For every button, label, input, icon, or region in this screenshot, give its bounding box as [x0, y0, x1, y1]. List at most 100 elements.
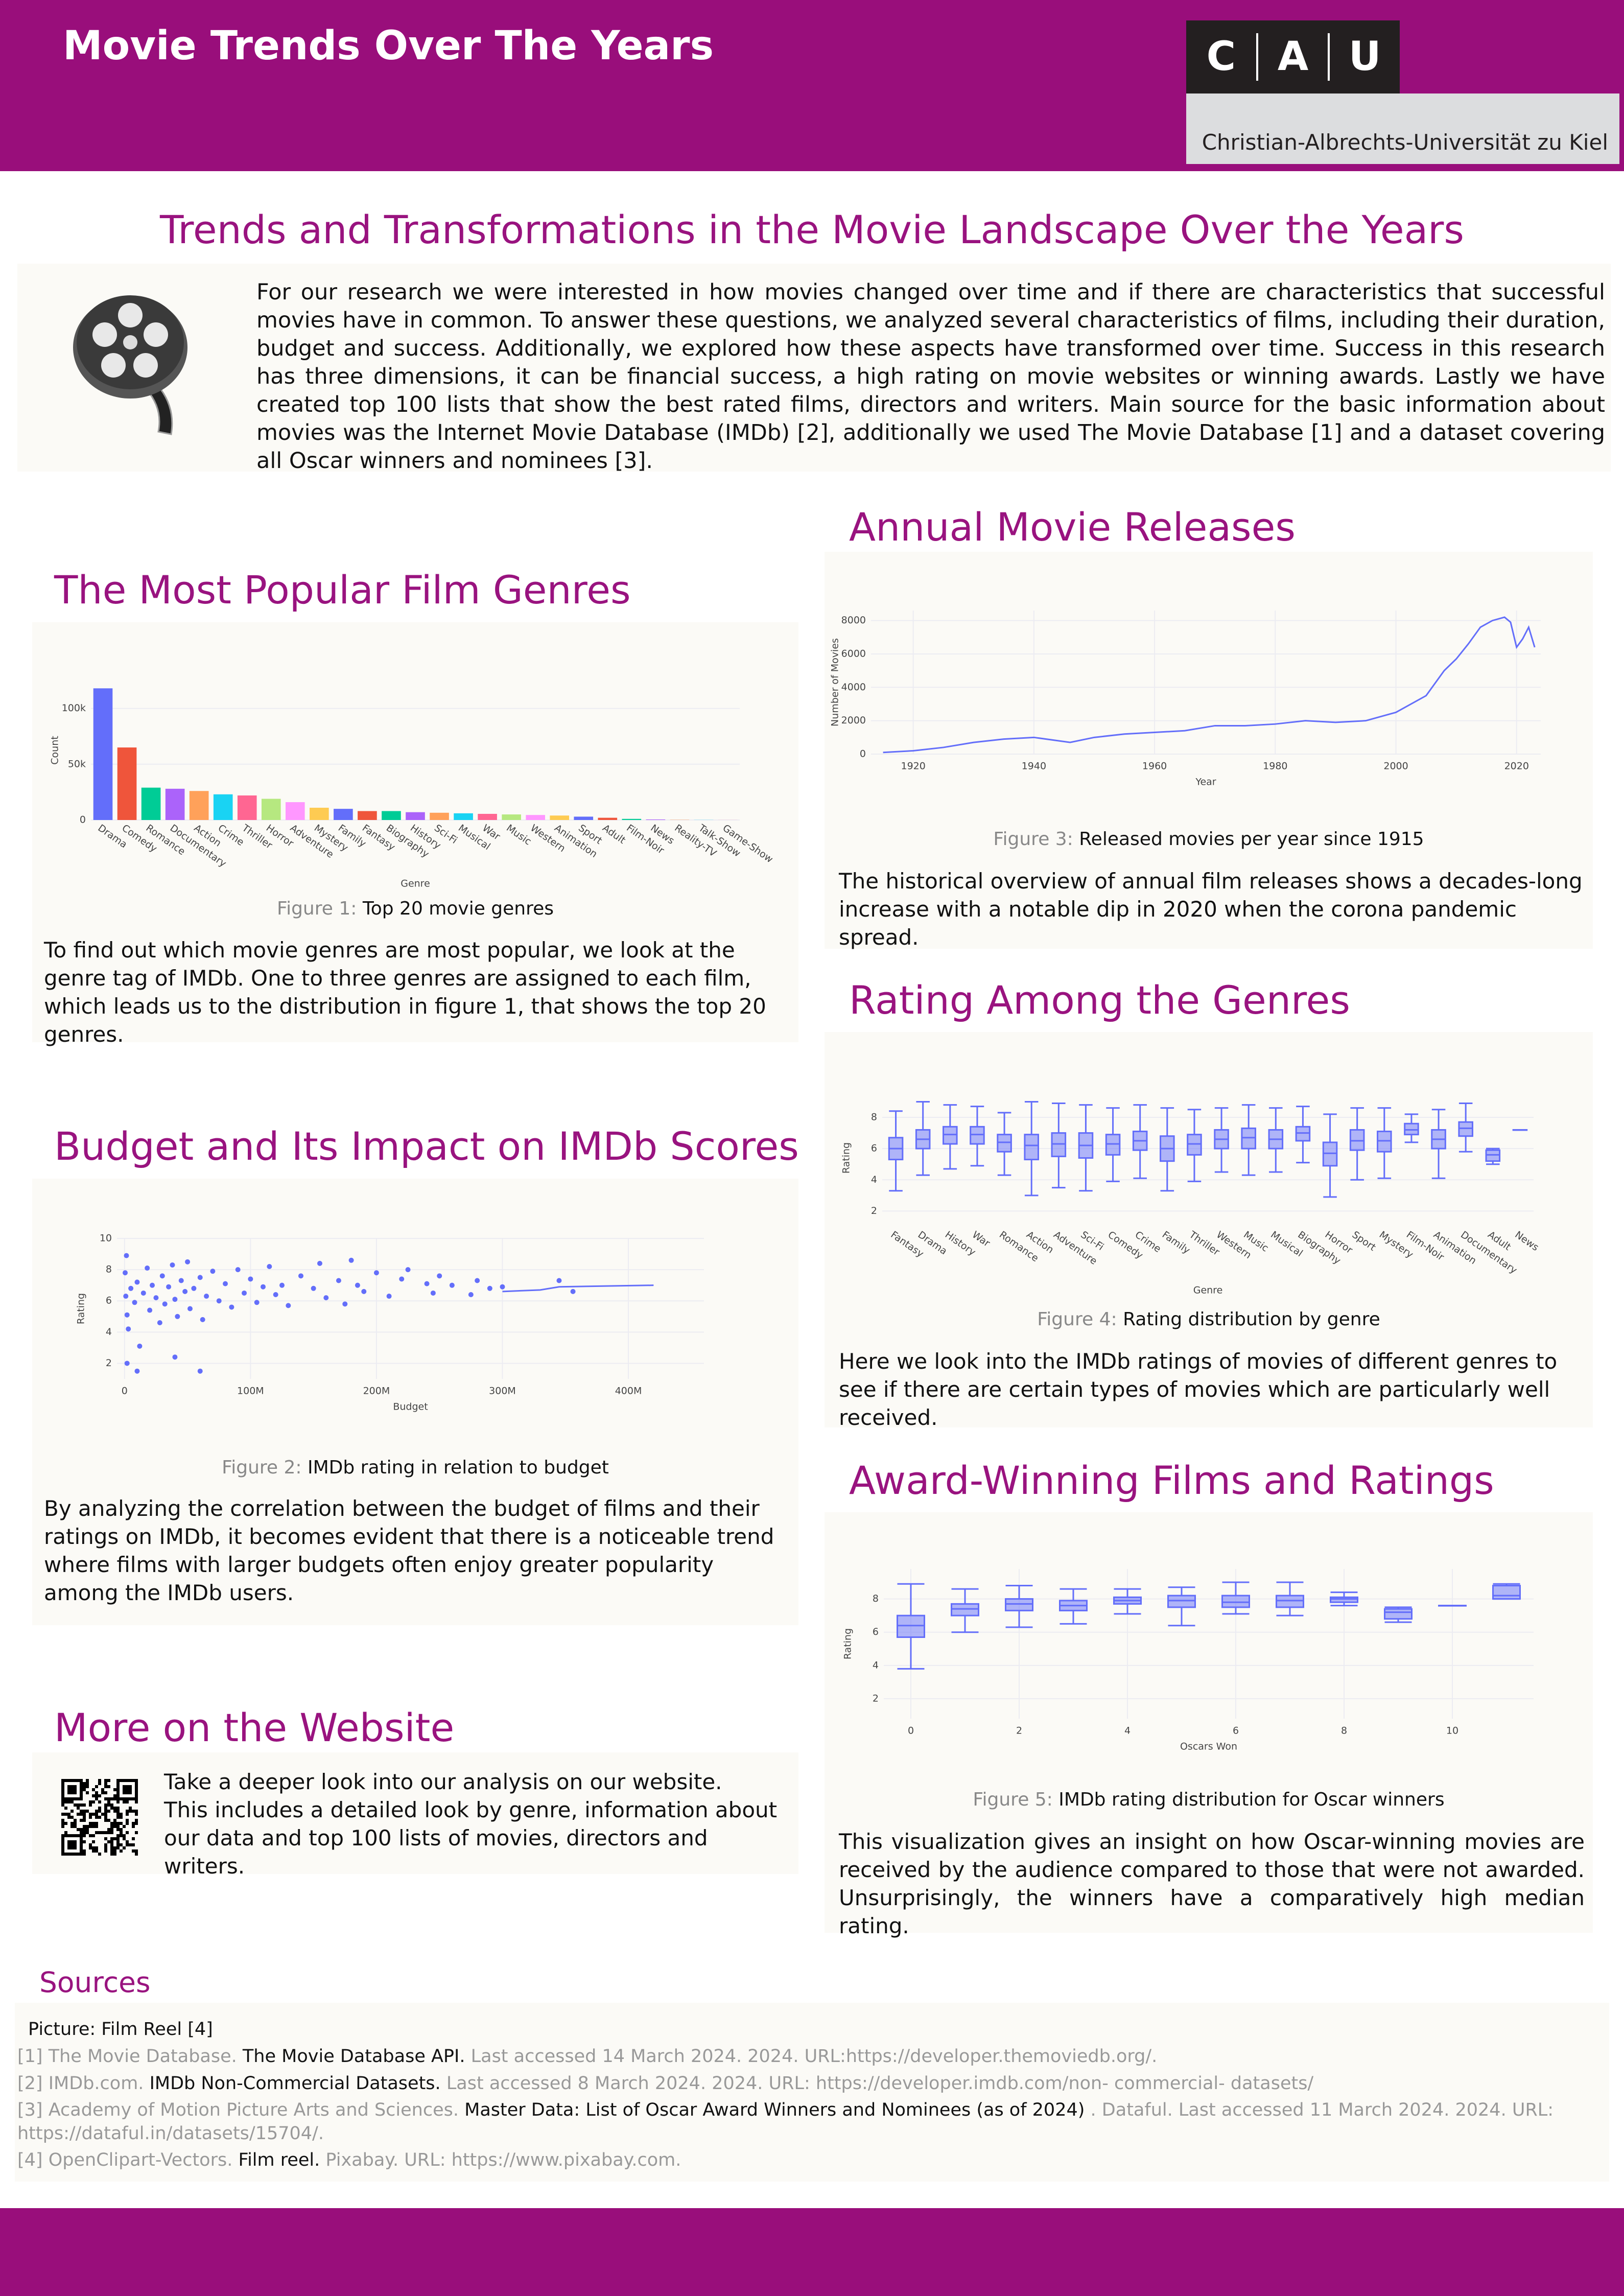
figure-label: Figure 5:: [973, 1789, 1053, 1810]
qr-module: [67, 1813, 70, 1816]
qr-module: [126, 1822, 129, 1825]
source-label: [3]: [17, 2100, 43, 2120]
qr-module: [86, 1785, 89, 1788]
source-author: The Movie Database.: [48, 2046, 237, 2067]
qr-module: [126, 1819, 129, 1822]
qr-module: [126, 1791, 129, 1794]
qr-module: [95, 1785, 98, 1788]
qr-module: [120, 1849, 123, 1853]
qr-module: [135, 1791, 138, 1794]
qr-module: [116, 1840, 120, 1843]
qr-module: [116, 1846, 120, 1849]
qr-module: [70, 1853, 74, 1856]
qr-module: [113, 1794, 116, 1797]
intro-panel: [17, 264, 1611, 472]
qr-module: [110, 1797, 113, 1800]
qr-module: [104, 1791, 107, 1794]
qr-module: [126, 1831, 129, 1834]
qr-module: [89, 1834, 92, 1837]
qr-module: [74, 1791, 77, 1794]
qr-module: [80, 1779, 83, 1782]
qr-module: [104, 1803, 107, 1807]
source-author: Academy of Motion Picture Arts and Scien…: [48, 2100, 459, 2120]
qr-module: [83, 1819, 86, 1822]
qr-module: [70, 1834, 74, 1837]
qr-module: [104, 1819, 107, 1822]
qr-module: [67, 1834, 70, 1837]
qr-module: [123, 1791, 126, 1794]
qr-module: [104, 1837, 107, 1840]
qr-module: [89, 1803, 92, 1807]
qr-module: [120, 1834, 123, 1837]
section-heading: Rating Among the Genres: [849, 977, 1350, 1023]
qr-module: [110, 1803, 113, 1807]
qr-module: [67, 1853, 70, 1856]
qr-module: [104, 1846, 107, 1849]
qr-module: [101, 1813, 104, 1816]
qr-module: [123, 1825, 126, 1828]
qr-module: [80, 1785, 83, 1788]
picture-credit: Picture: Film Reel [4]: [28, 2019, 213, 2040]
qr-module: [95, 1791, 98, 1794]
qr-module: [126, 1800, 129, 1803]
university-name: Christian-Albrechts-Universität zu Kiel: [1202, 130, 1608, 155]
qr-module: [98, 1782, 101, 1785]
qr-module: [80, 1819, 83, 1822]
source-author: OpenClipart-Vectors.: [48, 2150, 233, 2170]
qr-module: [126, 1813, 129, 1816]
qr-module: [113, 1846, 116, 1849]
qr-module: [70, 1816, 74, 1819]
film-reel-icon: [73, 295, 187, 435]
qr-module: [129, 1807, 132, 1810]
qr-module: [126, 1840, 129, 1843]
qr-module: [83, 1849, 86, 1853]
qr-module: [135, 1788, 138, 1791]
qr-module: [104, 1782, 107, 1785]
qr-module: [89, 1843, 92, 1846]
qr-module: [74, 1834, 77, 1837]
qr-module: [61, 1800, 64, 1803]
qr-module: [61, 1834, 64, 1837]
qr-module: [123, 1837, 126, 1840]
qr-module: [61, 1822, 64, 1825]
qr-module: [89, 1846, 92, 1849]
qr-module: [101, 1831, 104, 1834]
qr-module: [67, 1785, 70, 1788]
qr-module: [92, 1825, 95, 1828]
qr-module: [70, 1788, 74, 1791]
qr-module: [101, 1788, 104, 1791]
qr-module: [92, 1822, 95, 1825]
source-item: [3] Academy of Motion Picture Arts and S…: [17, 2098, 1606, 2145]
qr-module: [70, 1843, 74, 1846]
figure-label: Figure 4:: [1037, 1309, 1117, 1330]
qr-module: [98, 1794, 101, 1797]
qr-module: [86, 1791, 89, 1794]
qr-module: [116, 1797, 120, 1800]
qr-module: [64, 1779, 67, 1782]
qr-module: [126, 1810, 129, 1813]
qr-module: [74, 1853, 77, 1856]
qr-module: [116, 1816, 120, 1819]
qr-module: [80, 1840, 83, 1843]
qr-module: [80, 1803, 83, 1807]
qr-module: [83, 1825, 86, 1828]
qr-module: [64, 1834, 67, 1837]
qr-module: [104, 1785, 107, 1788]
qr-module: [135, 1779, 138, 1782]
header-title: Movie Trends Over The Years: [63, 23, 714, 69]
qr-module: [104, 1810, 107, 1813]
qr-module: [77, 1813, 80, 1816]
qr-module: [92, 1788, 95, 1791]
qr-module: [61, 1846, 64, 1849]
qr-module: [67, 1840, 70, 1843]
qr-module: [92, 1840, 95, 1843]
qr-module: [95, 1846, 98, 1849]
qr-module: [107, 1840, 110, 1843]
qr-module: [98, 1779, 101, 1782]
qr-module: [126, 1785, 129, 1788]
source-url: URL: https://www.pixabay.com.: [404, 2150, 681, 2170]
qr-module: [116, 1822, 120, 1825]
qr-module: [116, 1791, 120, 1794]
qr-module: [92, 1834, 95, 1837]
qr-module: [116, 1779, 120, 1782]
